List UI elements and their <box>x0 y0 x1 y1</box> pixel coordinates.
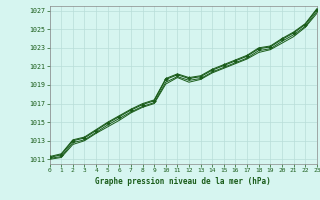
X-axis label: Graphe pression niveau de la mer (hPa): Graphe pression niveau de la mer (hPa) <box>95 177 271 186</box>
